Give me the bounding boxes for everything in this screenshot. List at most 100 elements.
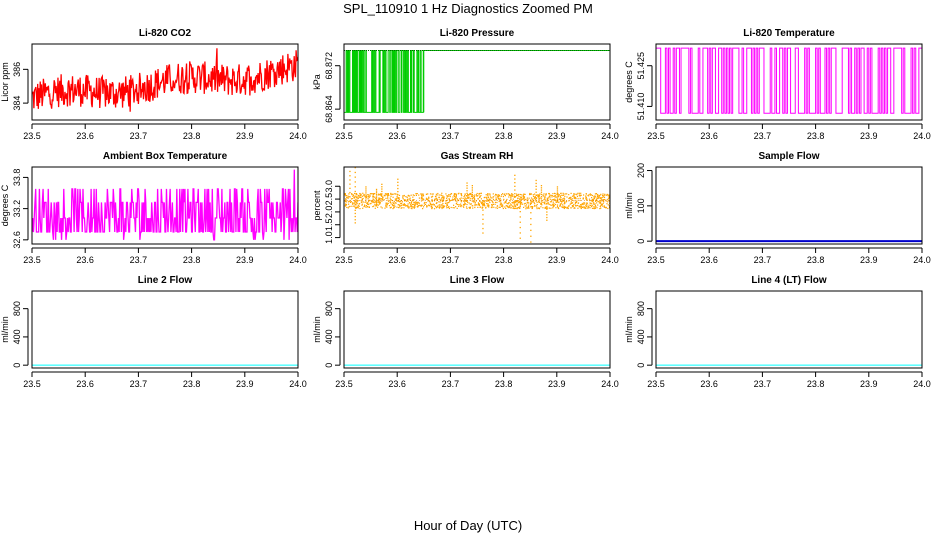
y-tick-label: 400 [636, 329, 646, 344]
x-tick-label: 24.0 [601, 131, 619, 141]
x-axis: 23.5 23.6 23.7 23.8 23.9 24.0 [23, 247, 307, 265]
x-tick-label: 23.8 [183, 379, 201, 389]
y-tick-label: 2.5 [324, 193, 334, 206]
panel-7: Line 2 Flow ml/min 23.5 23.6 23.7 23.8 23.9 24.… [0, 275, 307, 389]
y-axis-label: ml/min [312, 316, 322, 343]
plot-frame [655, 43, 923, 121]
x-tick-label: 23.9 [236, 379, 254, 389]
y-axis: 0 400 800 [636, 301, 653, 368]
data-series [32, 48, 298, 112]
x-tick-label: 23.7 [754, 131, 772, 141]
x-tick-label: 23.7 [442, 379, 460, 389]
x-tick-label: 23.5 [647, 255, 665, 265]
x-tick-label: 23.6 [388, 255, 406, 265]
y-tick-label: 0 [12, 363, 22, 368]
figure-x-axis-label: Hour of Day (UTC) [413, 518, 523, 533]
x-tick-label: 24.0 [601, 379, 619, 389]
x-tick-label: 24.0 [289, 131, 307, 141]
y-tick-label: 400 [12, 329, 22, 344]
x-tick-label: 23.5 [335, 131, 353, 141]
panel-5: Gas Stream RH percent 23.5 23.6 23.7 23.8 23.9… [312, 151, 619, 265]
x-tick-label: 23.8 [495, 131, 513, 141]
y-axis-label: degrees C [0, 184, 10, 226]
x-tick-label: 23.5 [23, 131, 41, 141]
panel-title: Li-820 Temperature [743, 28, 835, 39]
x-tick-label: 24.0 [913, 255, 931, 265]
y-axis: 0 400 800 [324, 301, 341, 368]
data-series [344, 50, 610, 113]
x-tick-label: 23.7 [130, 131, 148, 141]
x-tick-label: 23.9 [548, 255, 566, 265]
y-tick-label: 68.864 [324, 95, 334, 123]
y-axis: 0 400 800 [12, 301, 29, 368]
y-tick-label: 800 [12, 301, 22, 316]
x-tick-label: 23.8 [183, 255, 201, 265]
x-axis: 23.5 23.6 23.7 23.8 23.9 24.0 [23, 371, 307, 389]
x-tick-label: 23.5 [335, 255, 353, 265]
y-tick-label: 800 [636, 301, 646, 316]
x-tick-label: 24.0 [289, 379, 307, 389]
panel-6: Sample Flow ml/min 23.5 23.6 23.7 23.8 23.9 24.… [624, 151, 931, 265]
y-axis: 384 386 [12, 62, 29, 111]
x-axis: 23.5 23.6 23.7 23.8 23.9 24.0 [335, 123, 619, 141]
x-tick-label: 23.6 [76, 255, 94, 265]
x-tick-label: 23.8 [807, 131, 825, 141]
x-tick-label: 23.8 [495, 255, 513, 265]
x-tick-label: 24.0 [913, 131, 931, 141]
x-tick-label: 23.8 [807, 379, 825, 389]
y-tick-label: 51.410 [636, 93, 646, 121]
x-tick-label: 23.6 [388, 379, 406, 389]
panel-title: Sample Flow [758, 151, 819, 162]
plot-frame [343, 43, 611, 121]
y-axis-label: kPa [312, 74, 322, 90]
x-tick-label: 23.7 [442, 131, 460, 141]
x-axis: 23.5 23.6 23.7 23.8 23.9 24.0 [23, 123, 307, 141]
data-series [656, 47, 922, 114]
x-tick-label: 23.5 [335, 379, 353, 389]
x-tick-label: 24.0 [601, 255, 619, 265]
x-tick-label: 23.9 [860, 255, 878, 265]
y-tick-label: 0 [636, 363, 646, 368]
y-tick-label: 33.8 [12, 169, 22, 187]
x-tick-label: 23.6 [388, 131, 406, 141]
x-tick-label: 23.7 [442, 255, 460, 265]
x-tick-label: 23.5 [23, 255, 41, 265]
y-tick-label: 100 [636, 198, 646, 213]
y-tick-label: 1.0 [324, 231, 334, 244]
y-tick-label: 800 [324, 301, 334, 316]
x-axis: 23.5 23.6 23.7 23.8 23.9 24.0 [335, 371, 619, 389]
y-axis: 68.864 68.872 [324, 52, 341, 123]
plot-frame [655, 290, 923, 369]
x-tick-label: 23.7 [130, 255, 148, 265]
y-tick-label: 2.0 [324, 206, 334, 219]
panel-title: Li-820 Pressure [440, 28, 515, 39]
x-axis: 23.5 23.6 23.7 23.8 23.9 24.0 [647, 247, 931, 265]
y-tick-label: 0 [636, 239, 646, 244]
x-tick-label: 23.9 [548, 379, 566, 389]
y-axis: 32.6 33.2 33.8 [12, 169, 29, 249]
y-axis-label: Licor ppm [0, 62, 10, 102]
plot-frame [655, 166, 923, 245]
x-tick-label: 23.7 [130, 379, 148, 389]
x-tick-label: 23.6 [700, 131, 718, 141]
x-tick-label: 23.5 [647, 379, 665, 389]
y-axis-label: ml/min [624, 316, 634, 343]
x-tick-label: 23.5 [23, 379, 41, 389]
plot-frame [343, 166, 611, 245]
y-tick-label: 386 [12, 62, 22, 77]
x-axis: 23.5 23.6 23.7 23.8 23.9 24.0 [647, 123, 931, 141]
y-tick-label: 3.0 [324, 180, 334, 193]
plot-frame [31, 290, 299, 369]
x-axis: 23.5 23.6 23.7 23.8 23.9 24.0 [335, 247, 619, 265]
y-tick-label: 200 [636, 163, 646, 178]
x-tick-label: 23.6 [700, 379, 718, 389]
y-axis-label: ml/min [0, 316, 10, 343]
x-tick-label: 23.6 [76, 379, 94, 389]
x-tick-label: 23.7 [754, 379, 772, 389]
x-tick-label: 24.0 [913, 379, 931, 389]
data-series [344, 167, 610, 243]
x-tick-label: 23.7 [754, 255, 772, 265]
